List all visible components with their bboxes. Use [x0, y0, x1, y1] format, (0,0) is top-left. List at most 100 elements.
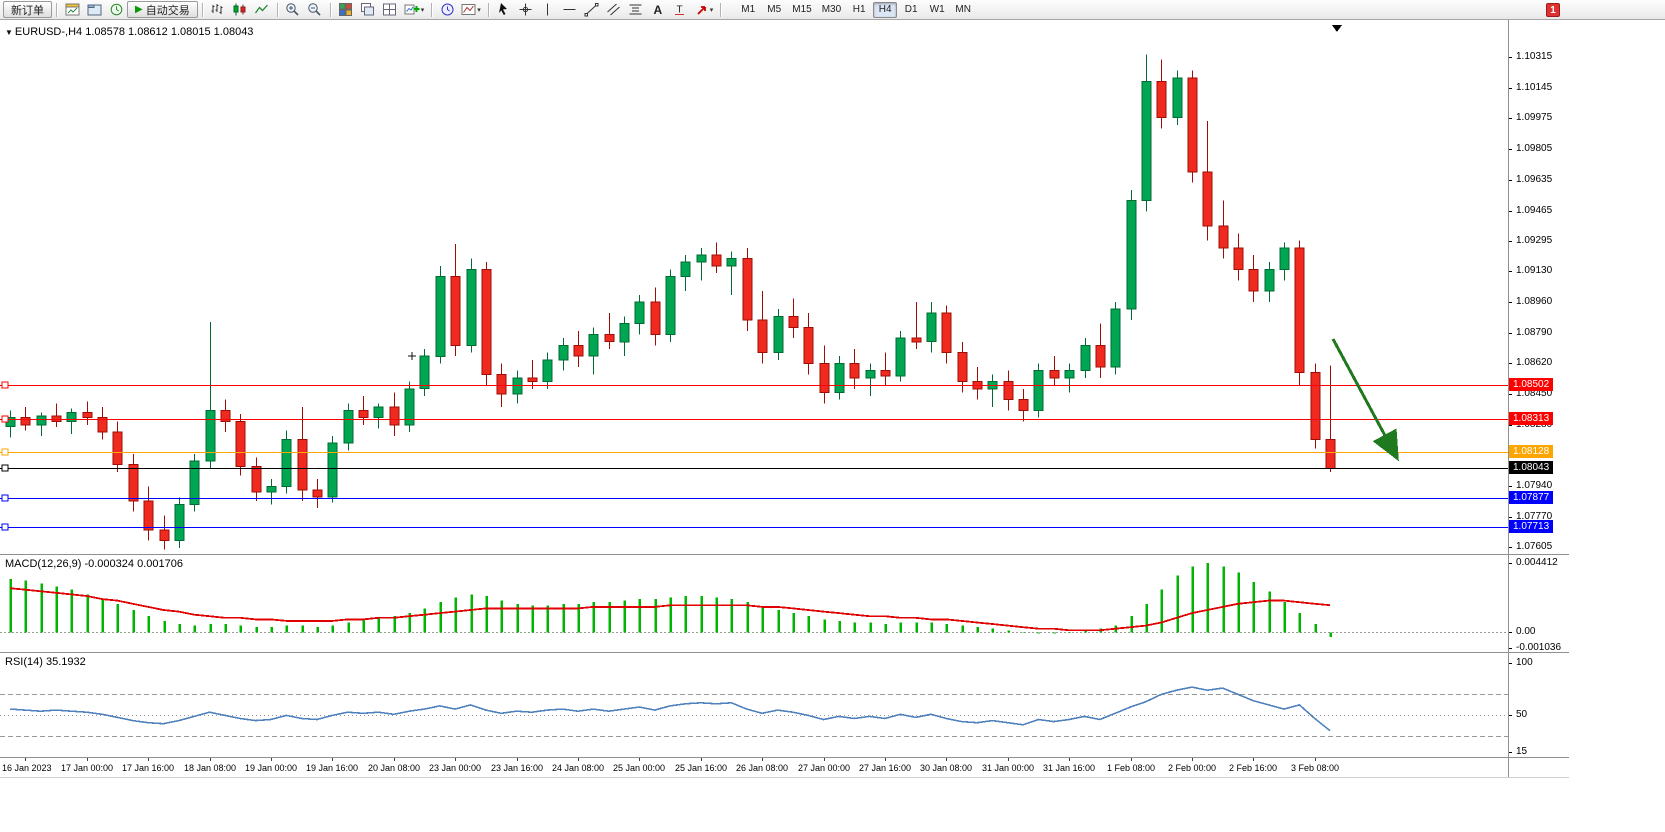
- timeframe-w1[interactable]: W1: [929, 4, 945, 15]
- profiles-icon[interactable]: [84, 1, 104, 18]
- time-axis-label: 27 Jan 00:00: [797, 763, 851, 773]
- time-axis-label: 16 Jan 2023: [2, 763, 52, 773]
- toolbar-separator: [720, 2, 722, 17]
- rsi-axis-label: 100: [1508, 657, 1533, 669]
- time-axis-label: 1 Feb 08:00: [1106, 763, 1156, 773]
- new-order-button[interactable]: 新订单: [3, 1, 52, 18]
- macd-axis-label: 0.004412: [1508, 557, 1558, 569]
- price-line-tag: 1.08043: [1509, 461, 1554, 474]
- macd-label: MACD(12,26,9) -0.000324 0.001706: [5, 558, 183, 570]
- time-axis-label: 25 Jan 00:00: [612, 763, 666, 773]
- svg-text:A: A: [654, 3, 663, 17]
- period-clock-icon[interactable]: [437, 1, 457, 18]
- toolbar-separator: [487, 2, 489, 17]
- toolbar-separator: [276, 2, 278, 17]
- time-axis[interactable]: 16 Jan 2023 17 Jan 00:00 17 Jan 16:00 18 Ja…: [0, 758, 1569, 776]
- channel-tool-icon[interactable]: [604, 1, 624, 18]
- time-axis-tick: [455, 758, 456, 761]
- cursor-icon[interactable]: [494, 1, 514, 18]
- text-tool-icon[interactable]: A: [648, 1, 668, 18]
- timeframe-h4[interactable]: H4: [873, 1, 898, 18]
- arrange-windows-icon[interactable]: [380, 1, 400, 18]
- horizontal-line-tool-icon[interactable]: [560, 1, 580, 18]
- line-chart-icon[interactable]: [252, 1, 272, 18]
- chart-bottom-border: [0, 777, 1569, 778]
- time-axis-tick: [578, 758, 579, 761]
- macd-axis-label: -0.001036: [1508, 642, 1561, 654]
- bar-chart-icon[interactable]: [208, 1, 228, 18]
- toolbar-separator: [329, 2, 331, 17]
- price-axis-label: 1.09975: [1508, 112, 1552, 124]
- time-axis-label: 27 Jan 16:00: [858, 763, 912, 773]
- cascade-windows-icon[interactable]: [358, 1, 378, 18]
- chevron-down-icon: ▾: [420, 6, 425, 14]
- timeframe-mn[interactable]: MN: [955, 4, 971, 15]
- macd-axis: 0.004412 0.00 -0.001036: [1508, 555, 1665, 654]
- price-axis-label: 1.08620: [1508, 357, 1552, 369]
- price-axis[interactable]: 1.10315 1.10145 1.09975 1.09805 1.09635 1.094…: [1508, 20, 1665, 554]
- new-chart-icon[interactable]: [62, 1, 82, 18]
- template-icon[interactable]: ▾: [459, 1, 483, 18]
- add-indicator-icon[interactable]: ▾: [402, 1, 427, 18]
- vertical-line-tool-icon[interactable]: [538, 1, 558, 18]
- time-axis-tick: [210, 758, 211, 761]
- time-axis-label: 24 Jan 08:00: [551, 763, 605, 773]
- timeframe-h1[interactable]: H1: [852, 4, 866, 15]
- time-axis-tick: [701, 758, 702, 761]
- time-axis-tick: [332, 758, 333, 761]
- time-axis-tick: [762, 758, 763, 761]
- time-axis-tick: [1008, 758, 1009, 761]
- price-axis-label: 1.07605: [1508, 541, 1552, 553]
- price-axis-label: 1.08790: [1508, 327, 1552, 339]
- time-axis-label: 20 Jan 08:00: [367, 763, 421, 773]
- time-axis-tick: [1131, 758, 1132, 761]
- time-axis-label: 31 Jan 00:00: [981, 763, 1035, 773]
- rsi-axis: 100 50 15: [1508, 653, 1665, 757]
- axis-border: [1508, 20, 1509, 777]
- zoom-in-icon[interactable]: [283, 1, 303, 18]
- toolbar-separator: [201, 2, 203, 17]
- refresh-icon[interactable]: [106, 1, 126, 18]
- timeframe-d1[interactable]: D1: [904, 4, 918, 15]
- time-axis-label: 19 Jan 16:00: [305, 763, 359, 773]
- pane-divider[interactable]: [0, 652, 1569, 653]
- notification-badge[interactable]: 1: [1546, 3, 1560, 17]
- time-axis-tick: [394, 758, 395, 761]
- timeframe-m5[interactable]: M5: [767, 4, 782, 15]
- time-axis-tick: [271, 758, 272, 761]
- price-axis-label: 1.09635: [1508, 174, 1552, 186]
- time-axis-label: 2 Feb 00:00: [1167, 763, 1217, 773]
- timeframe-m1[interactable]: M1: [741, 4, 756, 15]
- rsi-axis-label: 50: [1508, 709, 1527, 721]
- pane-divider[interactable]: [0, 554, 1569, 555]
- auto-trading-button[interactable]: ▶ 自动交易: [127, 1, 198, 18]
- time-axis-label: 23 Jan 00:00: [428, 763, 482, 773]
- price-chart-canvas[interactable]: [0, 20, 1508, 554]
- time-axis-tick: [517, 758, 518, 761]
- fibonacci-tool-icon[interactable]: [626, 1, 646, 18]
- time-axis-label: 23 Jan 16:00: [490, 763, 544, 773]
- candlestick-chart-icon[interactable]: [230, 1, 250, 18]
- trendline-tool-icon[interactable]: [582, 1, 602, 18]
- rsi-chart-canvas[interactable]: [0, 653, 1508, 757]
- timeframe-m15[interactable]: M15: [792, 4, 812, 15]
- arrows-tool-icon[interactable]: ▾: [692, 1, 716, 18]
- chevron-down-icon: ▾: [709, 6, 714, 14]
- price-line-tag: 1.08502: [1509, 378, 1554, 391]
- price-axis-label: 1.10315: [1508, 51, 1552, 63]
- time-axis-tick: [1253, 758, 1254, 761]
- time-axis-tick: [824, 758, 825, 761]
- crosshair-icon[interactable]: [516, 1, 536, 18]
- pane-divider[interactable]: [0, 757, 1569, 758]
- time-axis-label: 30 Jan 08:00: [919, 763, 973, 773]
- text-label-tool-icon[interactable]: T: [670, 1, 690, 18]
- time-axis-label: 3 Feb 08:00: [1290, 763, 1340, 773]
- tile-windows-icon[interactable]: [336, 1, 356, 18]
- macd-chart-canvas[interactable]: [0, 555, 1508, 652]
- time-axis-tick: [148, 758, 149, 761]
- time-axis-tick: [25, 758, 26, 761]
- zoom-out-icon[interactable]: [305, 1, 325, 18]
- rsi-label: RSI(14) 35.1932: [5, 656, 86, 668]
- time-axis-label: 31 Jan 16:00: [1042, 763, 1096, 773]
- timeframe-m30[interactable]: M30: [821, 4, 842, 15]
